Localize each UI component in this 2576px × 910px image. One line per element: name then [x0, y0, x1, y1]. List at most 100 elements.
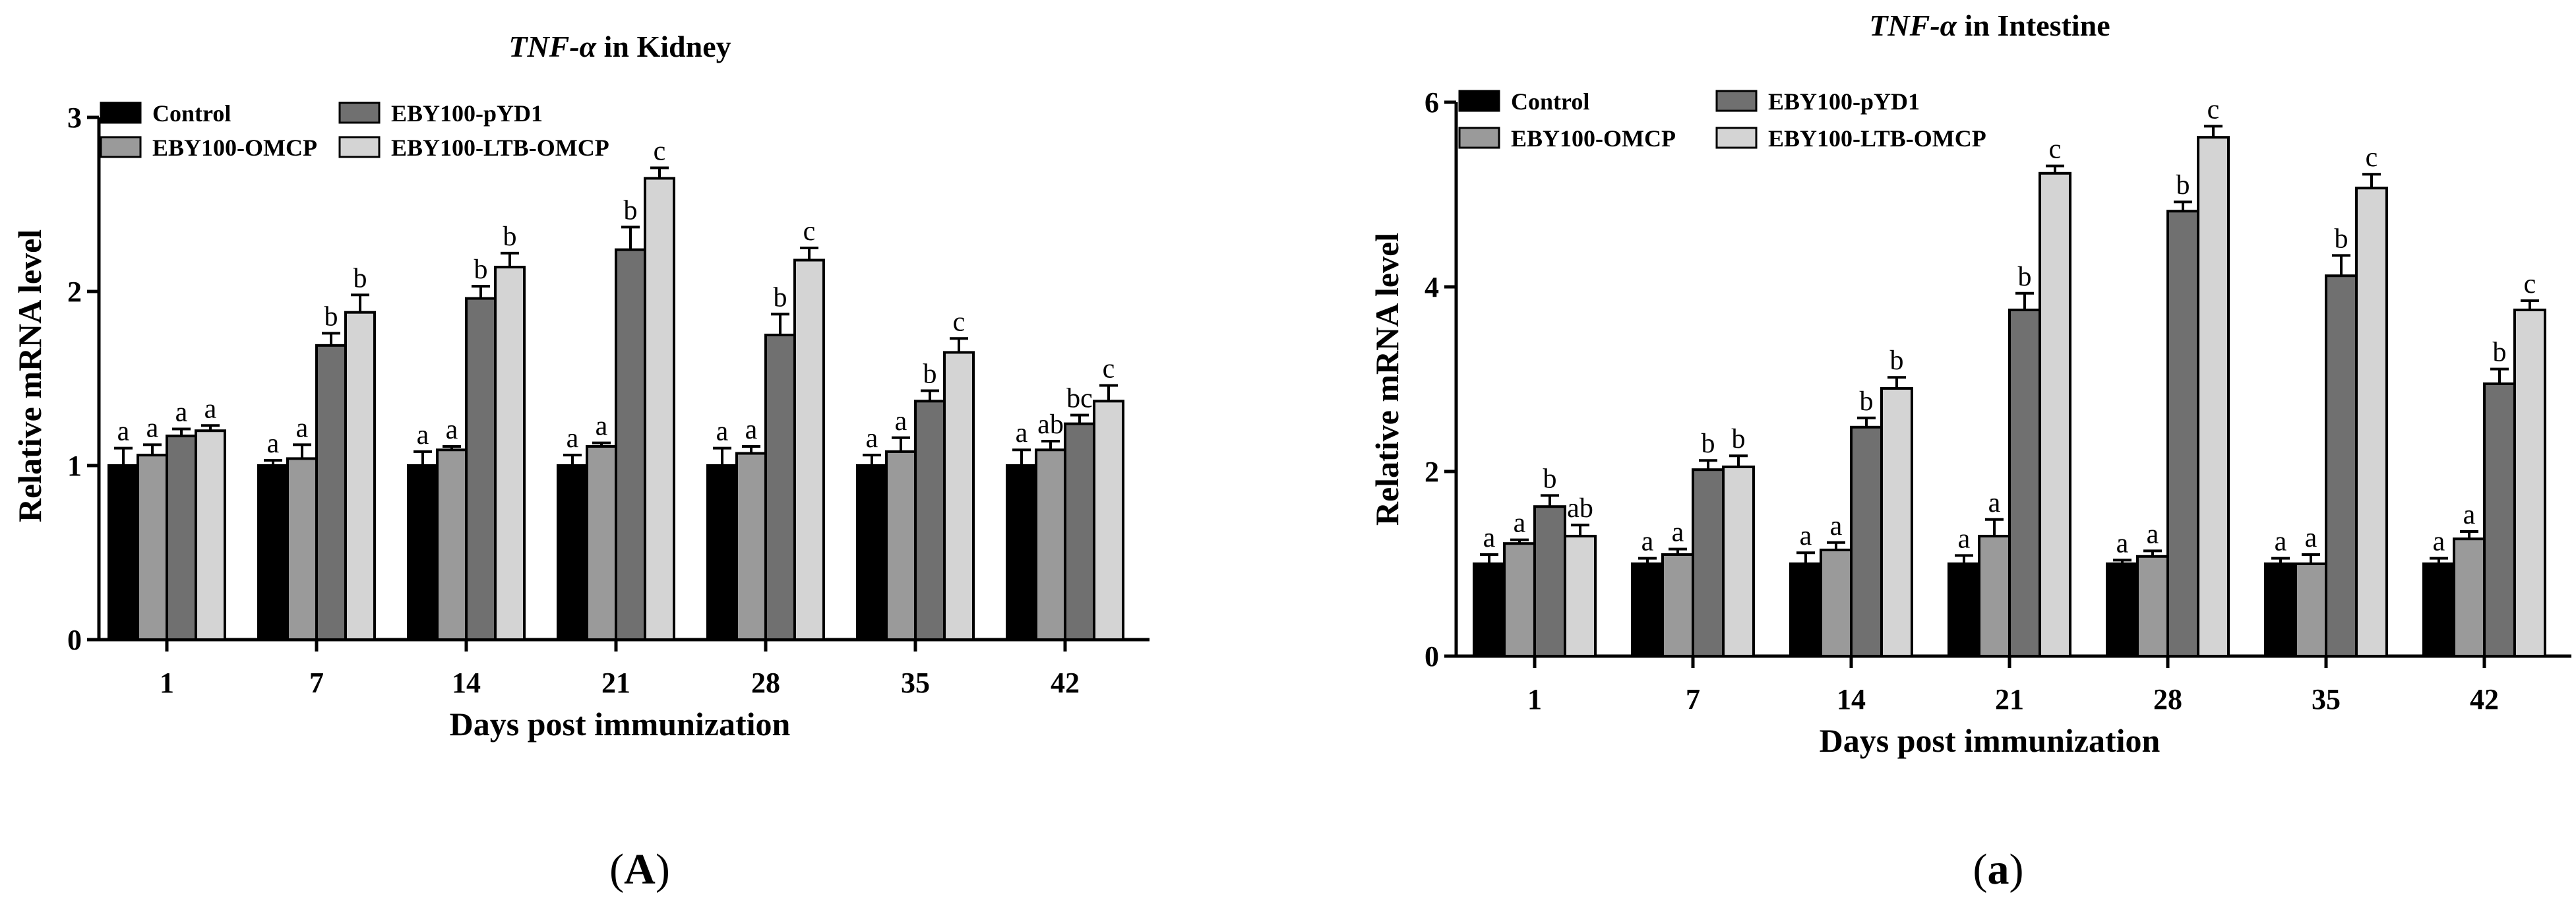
y-tick-label: 6: [1425, 86, 1439, 119]
significance-label: c: [2207, 94, 2220, 125]
legend-swatch: [1715, 90, 1758, 112]
bar: [943, 351, 975, 642]
y-tick-label: 0: [1425, 640, 1439, 673]
bar: [1533, 505, 1566, 658]
bar: [407, 464, 439, 641]
significance-label: c: [803, 216, 816, 247]
bar: [2106, 562, 2139, 657]
bar: [257, 464, 289, 641]
bar: [1564, 535, 1597, 657]
legend-swatch: [1715, 127, 1758, 149]
significance-label: b: [324, 301, 338, 332]
bar: [1631, 562, 1664, 657]
significance-label: c: [2524, 269, 2536, 299]
y-axis-label: Relative mRNA level: [1368, 233, 1405, 526]
x-tick-label: 35: [2312, 683, 2341, 715]
significance-label: a: [1988, 488, 2001, 518]
significance-label: c: [654, 136, 666, 167]
bar: [1947, 562, 1980, 657]
significance-label: a: [175, 398, 188, 428]
x-tick-label: 35: [901, 667, 930, 699]
x-tick-label: 28: [751, 667, 780, 699]
x-tick-label: 42: [1051, 667, 1080, 699]
bar: [735, 452, 767, 642]
bar: [286, 457, 318, 641]
significance-label: ab: [1567, 493, 1593, 524]
legend-swatch: [1458, 90, 1500, 112]
significance-label: a: [296, 413, 309, 443]
significance-label: a: [596, 411, 608, 442]
x-tick-label: 21: [1995, 683, 2024, 715]
legend-swatch: [338, 136, 381, 158]
significance-label: ab: [1037, 410, 1064, 440]
bar: [914, 400, 946, 641]
bar: [2136, 555, 2169, 657]
y-tick-label: 0: [67, 624, 82, 656]
significance-label: a: [866, 423, 878, 454]
bar: [1473, 562, 1506, 657]
bar: [2166, 210, 2199, 657]
bar: [2008, 309, 2041, 657]
significance-label: a: [446, 415, 458, 445]
significance-label: a: [1672, 518, 1684, 548]
bar: [764, 334, 796, 641]
bar: [2453, 537, 2486, 658]
x-tick-label: 7: [309, 667, 324, 699]
y-tick-label: 4: [1425, 271, 1439, 303]
significance-label: b: [1860, 386, 1874, 417]
bar: [706, 464, 738, 641]
significance-label: a: [417, 420, 429, 450]
significance-label: b: [353, 263, 367, 293]
bar: [1722, 466, 1755, 657]
y-axis-label: Relative mRNA level: [11, 229, 48, 522]
significance-label: a: [2433, 527, 2445, 557]
legend-swatch: [338, 102, 381, 124]
significance-label: b: [1890, 346, 1904, 376]
legend-label: Control: [1511, 88, 1589, 115]
significance-label: a: [204, 394, 217, 424]
legend-label: EBY100-pYD1: [1768, 88, 1920, 115]
bar: [195, 429, 226, 641]
significance-label: a: [1016, 418, 1028, 448]
x-tick-label: 1: [160, 667, 174, 699]
legend-label: EBY100-LTB-OMCP: [391, 135, 609, 161]
significance-label: a: [567, 423, 579, 454]
legend-label: Control: [152, 100, 231, 127]
bar: [1880, 387, 1913, 657]
x-tick-label: 42: [2470, 683, 2499, 715]
legend-label: EBY100-LTB-OMCP: [1768, 125, 1986, 152]
bar: [2513, 309, 2546, 657]
bar: [107, 464, 139, 641]
x-axis-label: Days post immunization: [1820, 722, 2161, 759]
significance-label: a: [1514, 508, 1526, 539]
bar: [2294, 562, 2327, 657]
significance-label: a: [895, 406, 907, 437]
significance-label: c: [1103, 354, 1115, 384]
significance-label: b: [1702, 429, 1715, 459]
bar: [1789, 562, 1822, 657]
bar: [2422, 562, 2455, 657]
significance-label: a: [117, 417, 130, 447]
y-tick-label: 2: [1425, 456, 1439, 488]
significance-label: a: [1830, 511, 1843, 541]
significance-label: b: [2335, 224, 2348, 254]
significance-label: a: [2463, 500, 2476, 530]
bar: [793, 258, 825, 642]
significance-label: a: [2147, 519, 2159, 549]
x-tick-label: 1: [1527, 683, 1542, 715]
significance-label: a: [1483, 523, 1496, 553]
bar: [856, 464, 888, 641]
x-tick-label: 28: [2153, 683, 2182, 715]
significance-label: a: [146, 413, 159, 443]
bar: [166, 435, 197, 641]
panel-label: (a): [1973, 845, 2024, 894]
significance-label: a: [1641, 527, 1654, 557]
x-axis-label: Days post immunization: [450, 706, 791, 743]
bar: [1978, 535, 2011, 657]
bar: [2197, 136, 2230, 657]
significance-label: a: [1958, 524, 1971, 554]
bar: [2483, 382, 2516, 657]
